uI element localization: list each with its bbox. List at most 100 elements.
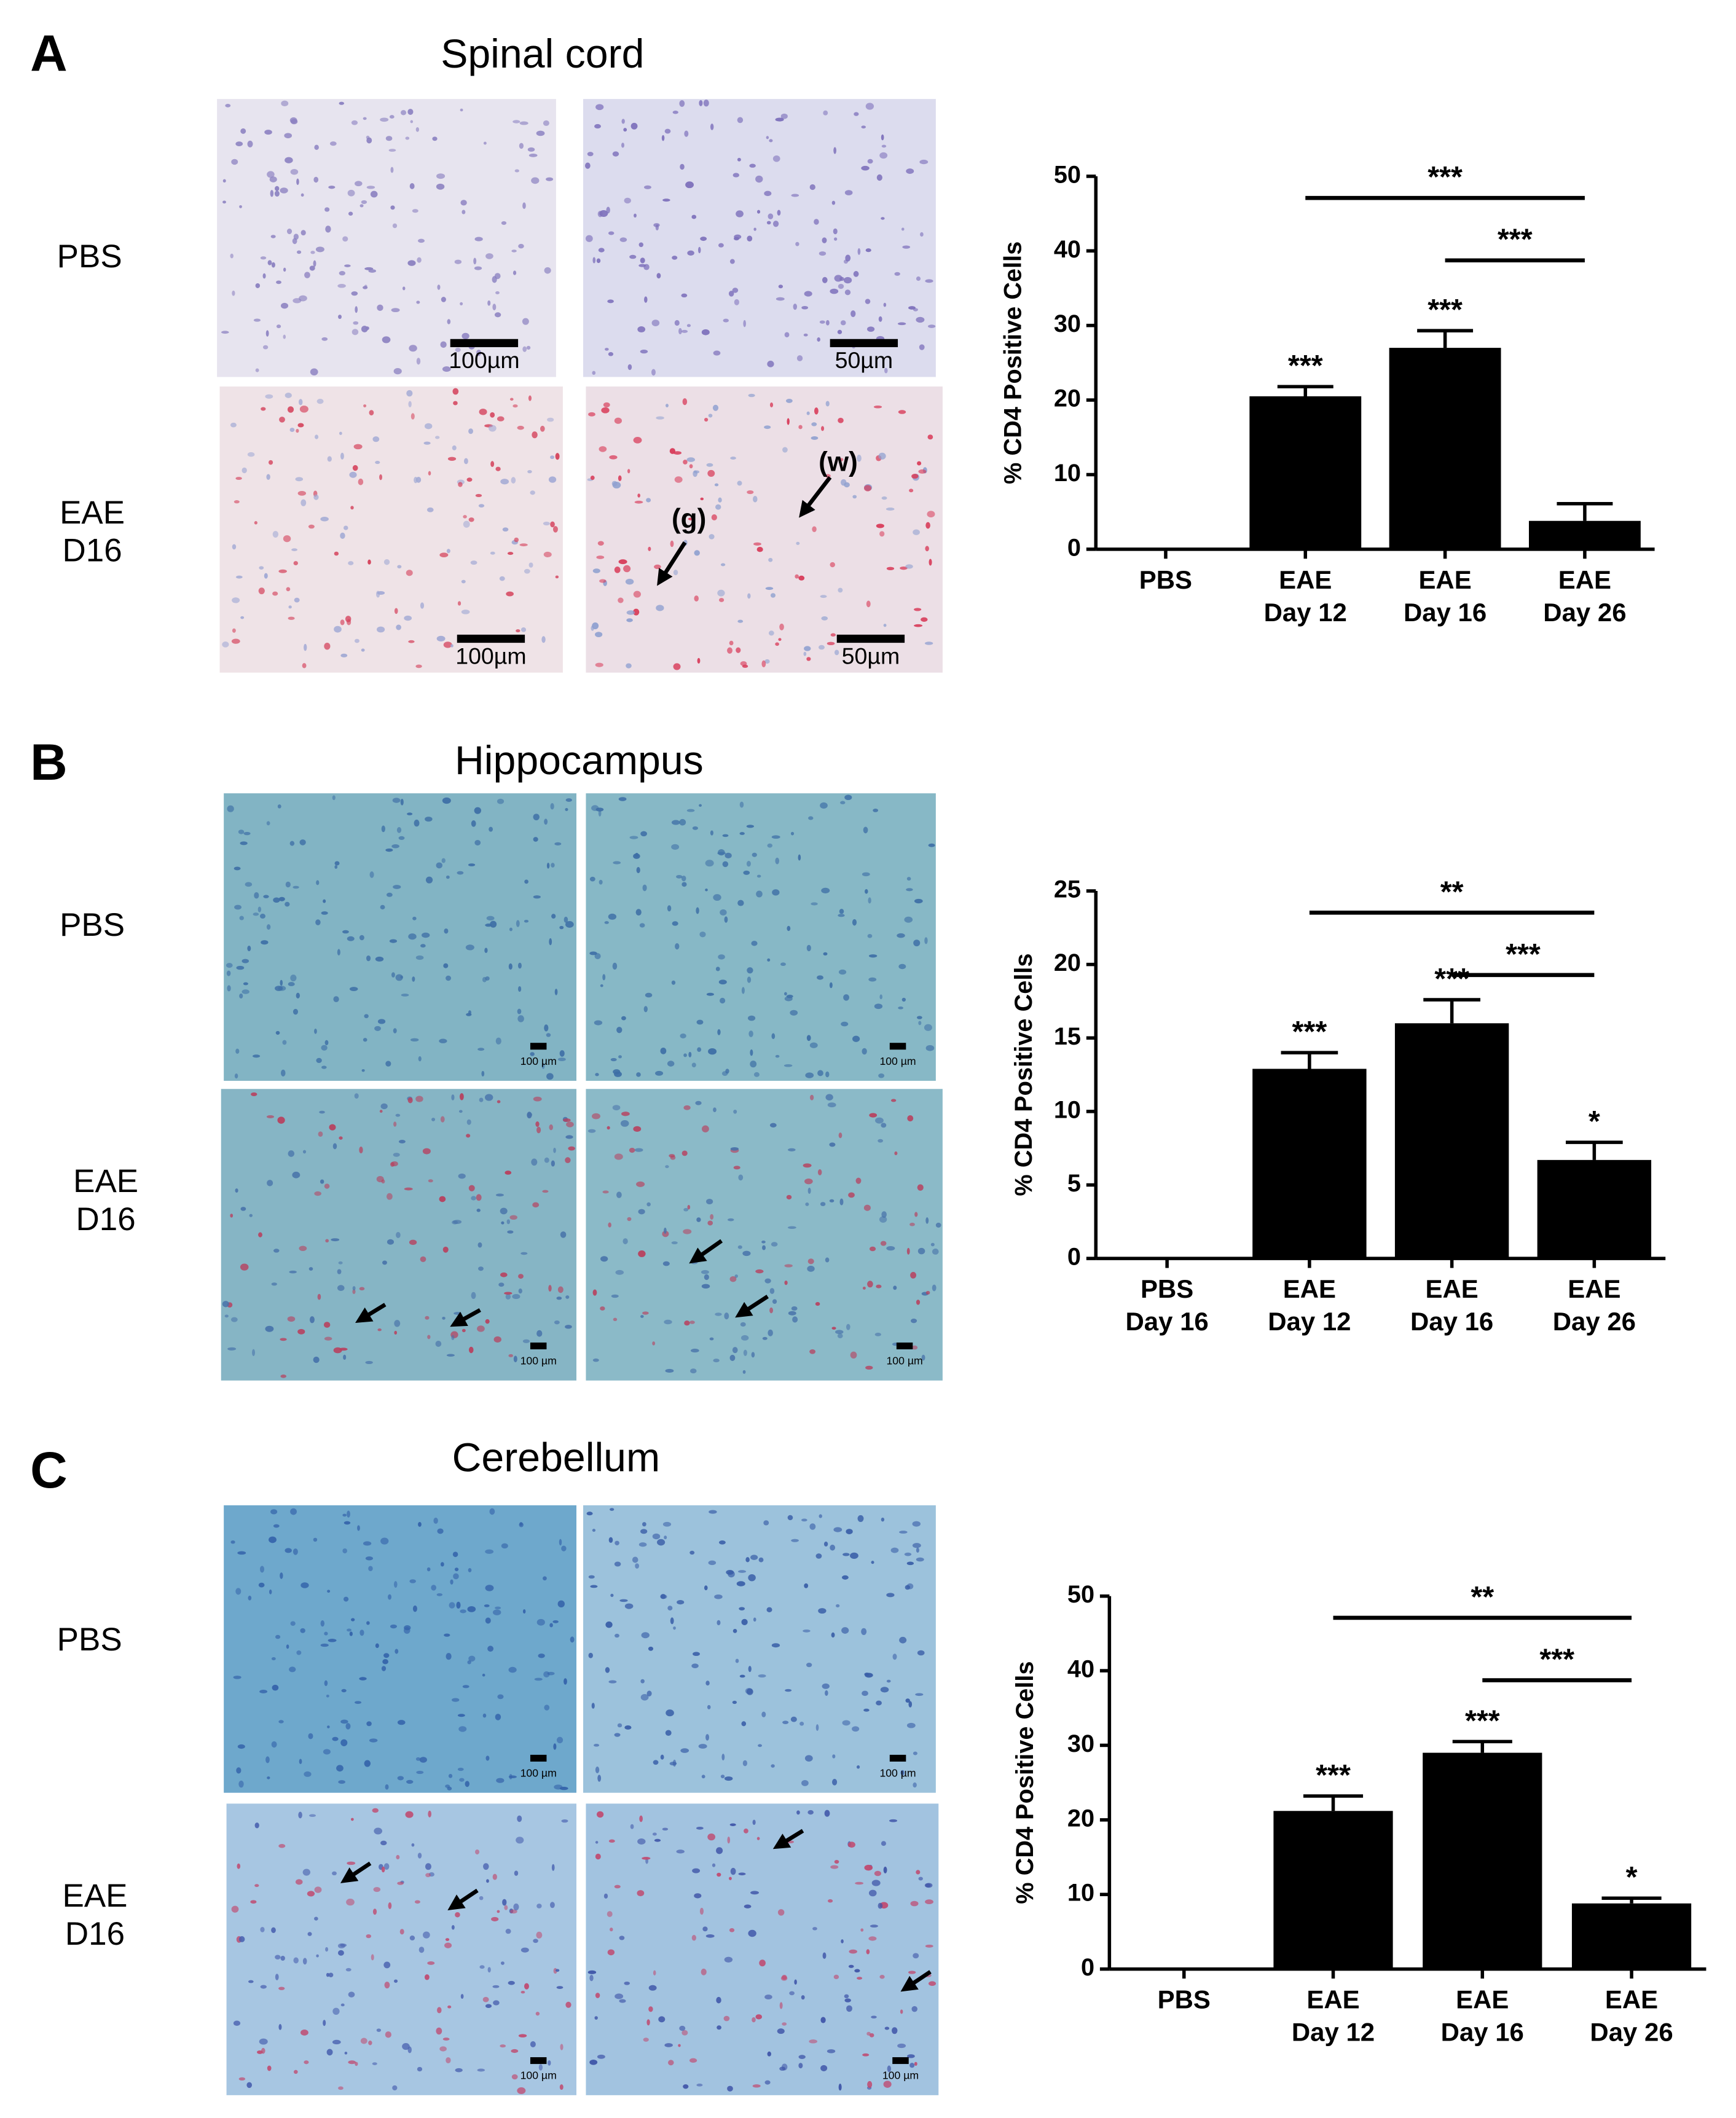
cell <box>338 2086 344 2090</box>
scale-label: 100µm <box>455 643 526 669</box>
cell <box>617 1723 623 1728</box>
cell <box>681 329 688 333</box>
cell <box>632 608 640 616</box>
cell <box>428 1810 431 1818</box>
cell <box>280 1338 287 1341</box>
cell <box>440 341 447 348</box>
cell <box>608 1680 617 1684</box>
cell <box>296 178 299 186</box>
cell <box>584 162 591 169</box>
cell <box>653 1760 659 1765</box>
cell <box>487 300 491 306</box>
cell <box>914 898 923 904</box>
cell <box>236 965 245 970</box>
cell <box>640 257 645 264</box>
bar <box>1537 1159 1652 1259</box>
cell <box>292 238 297 245</box>
cell <box>508 1354 513 1357</box>
cell <box>717 589 725 597</box>
cell <box>727 1218 734 1222</box>
cell <box>404 1625 411 1631</box>
cell <box>377 304 383 311</box>
cell <box>337 1285 345 1292</box>
cell <box>614 1733 621 1737</box>
cell <box>338 315 342 320</box>
cell <box>696 1019 704 1025</box>
cell <box>785 1689 792 1692</box>
cell <box>285 901 290 907</box>
cell <box>452 445 457 450</box>
cell <box>323 2020 326 2026</box>
cell <box>608 913 617 920</box>
cell <box>633 853 640 859</box>
micrograph-background <box>586 793 936 1081</box>
cell <box>232 290 235 296</box>
cell <box>691 1062 696 1068</box>
cell <box>425 1316 430 1320</box>
cell <box>544 1024 549 1032</box>
cell <box>556 1296 562 1300</box>
cell <box>775 857 780 865</box>
cell <box>355 181 363 187</box>
cell <box>683 1053 687 1057</box>
cell <box>681 2030 688 2036</box>
cell <box>796 355 803 361</box>
cell <box>520 627 527 632</box>
cell <box>608 351 614 356</box>
cell <box>863 485 872 492</box>
cell <box>792 1316 798 1323</box>
cell <box>422 1148 431 1155</box>
cell <box>247 452 255 457</box>
cell <box>381 1866 385 1873</box>
cell <box>825 401 830 407</box>
micrograph: 100 µm <box>226 1803 576 2095</box>
cell <box>829 1142 836 1147</box>
cell <box>479 1965 485 1969</box>
cell <box>886 508 895 511</box>
cell <box>590 476 595 480</box>
cell <box>511 249 517 253</box>
cell <box>443 963 449 968</box>
cell <box>630 122 638 130</box>
cell <box>468 428 474 434</box>
cell <box>416 358 421 365</box>
cell <box>278 569 287 573</box>
cell <box>817 337 820 342</box>
cell <box>417 238 425 243</box>
significance-label: *** <box>1428 293 1463 326</box>
cell <box>527 147 535 152</box>
cell <box>695 1100 702 1105</box>
cell <box>275 1955 281 1959</box>
cell <box>873 406 882 409</box>
cell <box>921 1354 925 1361</box>
cell <box>327 456 332 462</box>
cell <box>671 820 680 825</box>
cell <box>248 1980 254 1983</box>
cell <box>662 198 670 202</box>
cell <box>425 1863 431 1870</box>
cell <box>639 923 645 928</box>
cell <box>489 1508 495 1515</box>
cell <box>451 1924 455 1930</box>
cell <box>741 1721 747 1727</box>
cell <box>390 205 395 210</box>
cell <box>701 329 710 335</box>
cell <box>810 1094 814 1100</box>
cell <box>656 605 664 611</box>
cell <box>784 1281 788 1285</box>
cell <box>333 1347 342 1354</box>
cell <box>234 500 240 504</box>
cell <box>232 544 237 550</box>
cell <box>444 1633 450 1637</box>
cell <box>374 1827 383 1835</box>
cell <box>524 879 528 884</box>
cell <box>435 1341 442 1347</box>
cell <box>838 969 847 975</box>
cell <box>729 1877 732 1880</box>
cell <box>506 591 514 597</box>
cell <box>718 849 725 856</box>
cell <box>393 1153 400 1157</box>
cell <box>423 1931 430 1939</box>
cell <box>914 2061 917 2066</box>
